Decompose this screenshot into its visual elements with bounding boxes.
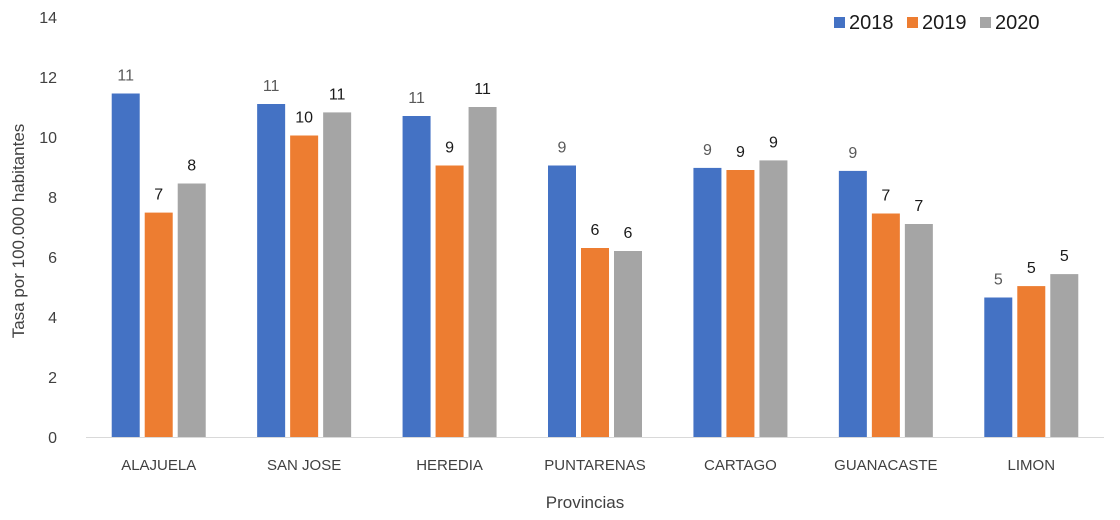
bar-2019-puntarenas (581, 248, 609, 437)
data-label: 9 (736, 144, 745, 161)
data-label: 8 (187, 158, 196, 175)
data-label: 11 (474, 81, 491, 98)
x-axis-category-labels: ALAJUELA SAN JOSE HEREDIA PUNTARENAS CARTAGO… (121, 457, 1055, 474)
legend-swatch (907, 17, 918, 28)
data-label: 5 (994, 272, 1003, 289)
data-label: 9 (703, 142, 712, 159)
data-label: 5 (1060, 248, 1069, 265)
bars-group (111, 93, 1079, 438)
data-label: 11 (263, 78, 280, 95)
legend-swatch (834, 17, 845, 28)
bar-2018-heredia (402, 116, 431, 437)
bar-2018-san-jose (257, 104, 286, 437)
bar-2020-cartago (759, 160, 788, 437)
bar-2018-cartago (693, 167, 722, 437)
data-label: 11 (408, 90, 425, 107)
bar-2019-limon (1017, 286, 1046, 437)
bar-2018-alajuela (111, 93, 140, 437)
data-label: 5 (1027, 260, 1036, 277)
bar-2020-san-jose (323, 112, 352, 438)
data-label: 9 (445, 140, 454, 157)
bar-2020-limon (1050, 274, 1079, 437)
y-tick-label: 0 (48, 430, 57, 447)
x-category-label: SAN JOSE (267, 457, 341, 474)
y-tick-label: 8 (48, 190, 57, 207)
data-label: 6 (591, 222, 600, 239)
bar-2019-guanacaste (871, 213, 900, 437)
y-axis-ticks: 0 2 4 6 8 10 12 14 (39, 10, 57, 447)
legend-label: 2018 (849, 12, 894, 34)
data-label: 9 (558, 140, 567, 157)
legend-label: 2020 (995, 12, 1040, 34)
data-label: 9 (769, 134, 778, 151)
data-label: 11 (117, 68, 134, 85)
data-label: 9 (848, 145, 857, 162)
bar-2020-alajuela (177, 183, 206, 437)
legend-swatch (980, 17, 991, 28)
bar-2019-heredia (435, 165, 464, 437)
y-tick-label: 4 (48, 310, 57, 327)
x-category-label: GUANACASTE (834, 457, 937, 474)
bar-2018-puntarenas (548, 165, 576, 437)
y-axis-title: Tasa por 100.000 habitantes (9, 124, 28, 339)
x-category-label: ALAJUELA (121, 457, 196, 474)
x-axis-title: Provincias (546, 493, 624, 512)
legend: 2018 2019 2020 (834, 12, 1040, 34)
data-label: 6 (624, 225, 633, 242)
y-tick-label: 6 (48, 250, 57, 267)
data-label: 7 (914, 198, 923, 215)
bar-2018-guanacaste (838, 170, 867, 437)
x-category-label: PUNTARENAS (544, 457, 645, 474)
data-label: 10 (295, 110, 313, 127)
data-label: 7 (881, 188, 890, 205)
x-category-label: HEREDIA (416, 457, 483, 474)
data-label: 7 (154, 187, 163, 204)
y-tick-label: 10 (39, 130, 57, 147)
bar-2020-guanacaste (904, 224, 933, 437)
data-labels-group: 11 7 8 11 10 11 11 9 11 9 6 6 9 9 9 9 7 7 5 5 5 (117, 68, 1068, 289)
legend-label: 2019 (922, 12, 967, 34)
bar-2019-cartago (726, 170, 755, 437)
bar-2019-alajuela (144, 212, 173, 437)
x-category-label: LIMON (1008, 457, 1056, 474)
y-tick-label: 12 (39, 70, 57, 87)
bar-2019-san-jose (290, 135, 319, 437)
bar-2020-heredia (468, 107, 497, 437)
bar-2020-puntarenas (614, 251, 642, 437)
y-tick-label: 14 (39, 10, 57, 27)
x-category-label: CARTAGO (704, 457, 777, 474)
data-label: 11 (329, 86, 346, 103)
bar-2018-limon (984, 297, 1013, 437)
y-tick-label: 2 (48, 370, 57, 387)
